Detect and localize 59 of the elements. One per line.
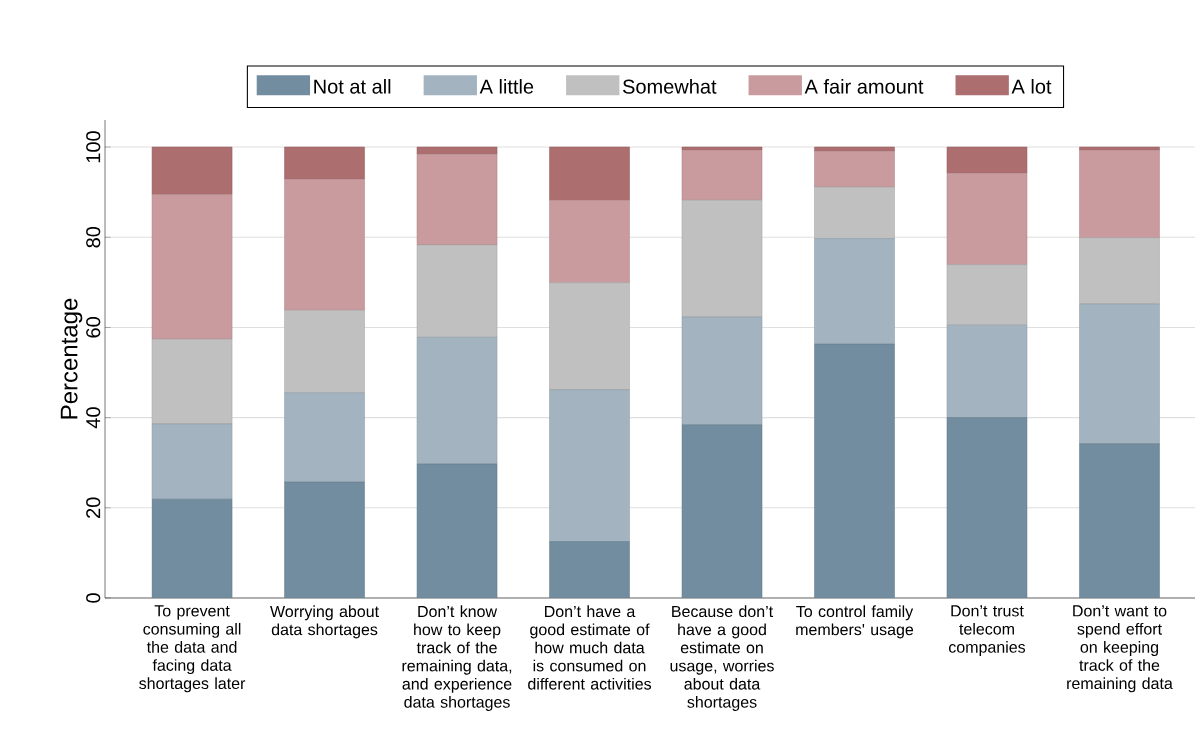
bar xyxy=(151,338,233,425)
bar xyxy=(549,146,630,201)
x-tick-label: To control family members' usage xyxy=(796,605,914,639)
bar xyxy=(549,282,630,390)
bar xyxy=(549,541,630,598)
bar xyxy=(416,153,498,246)
bar xyxy=(1079,443,1160,598)
y-tick-label: 100 xyxy=(86,131,101,163)
bar xyxy=(284,310,365,394)
legend-label: Not at all xyxy=(314,79,391,94)
legend-label: A fair amount xyxy=(804,79,924,94)
bar xyxy=(151,498,233,598)
bar xyxy=(814,186,895,239)
bar xyxy=(946,417,1028,598)
bar xyxy=(284,481,365,598)
bar xyxy=(1079,237,1160,305)
y-tick-label: 80 xyxy=(86,226,101,248)
bar xyxy=(151,423,233,500)
bar xyxy=(549,199,630,284)
bar xyxy=(681,146,763,151)
y-tick-label: 20 xyxy=(86,497,101,518)
bar xyxy=(416,463,498,598)
y-axis-title: Percentage xyxy=(60,298,83,419)
x-tick-label: Don’t want to spend effort on keeping track of the remaining data xyxy=(1067,605,1173,693)
bar xyxy=(416,146,498,155)
bar xyxy=(284,146,365,180)
y-tick-label: 0 xyxy=(86,593,101,603)
bar xyxy=(681,149,763,201)
bar xyxy=(814,343,895,598)
x-tick-label: To prevent consuming all the data and facing data shortages later xyxy=(139,605,246,693)
bar xyxy=(946,172,1028,266)
bar xyxy=(1079,303,1160,445)
bar xyxy=(681,424,763,598)
bar xyxy=(681,316,763,426)
x-tick-label: Don’t know how to keep track of the remaining data, and experience data shortages xyxy=(402,605,512,711)
bar xyxy=(151,194,233,340)
bar xyxy=(1079,146,1160,151)
bar xyxy=(416,244,498,338)
bar xyxy=(416,337,498,465)
y-tick-label: 60 xyxy=(86,317,101,338)
bar xyxy=(814,150,895,188)
bar xyxy=(946,264,1028,326)
bar xyxy=(549,389,630,542)
bar xyxy=(284,392,365,483)
bar xyxy=(946,146,1028,174)
x-tick-label: Don’t have a good estimate of how much data is consumed on different activities xyxy=(528,605,652,690)
x-tick-label: Because don’t have a good estimate on usage, worries about data shortages xyxy=(670,605,774,711)
y-tick-label: 40 xyxy=(86,407,101,429)
bar xyxy=(946,324,1028,418)
bar xyxy=(284,178,365,311)
bar xyxy=(814,238,895,345)
legend-label: Somewhat xyxy=(622,79,717,94)
bar xyxy=(151,146,233,195)
x-tick-label: Don’t trust telecom companies xyxy=(948,605,1026,656)
x-tick-label: Worrying about data shortages xyxy=(270,605,379,639)
legend-label: A little xyxy=(479,79,534,94)
bar xyxy=(1079,149,1160,238)
bar xyxy=(681,199,763,318)
legend-label: A lot xyxy=(1011,79,1052,94)
